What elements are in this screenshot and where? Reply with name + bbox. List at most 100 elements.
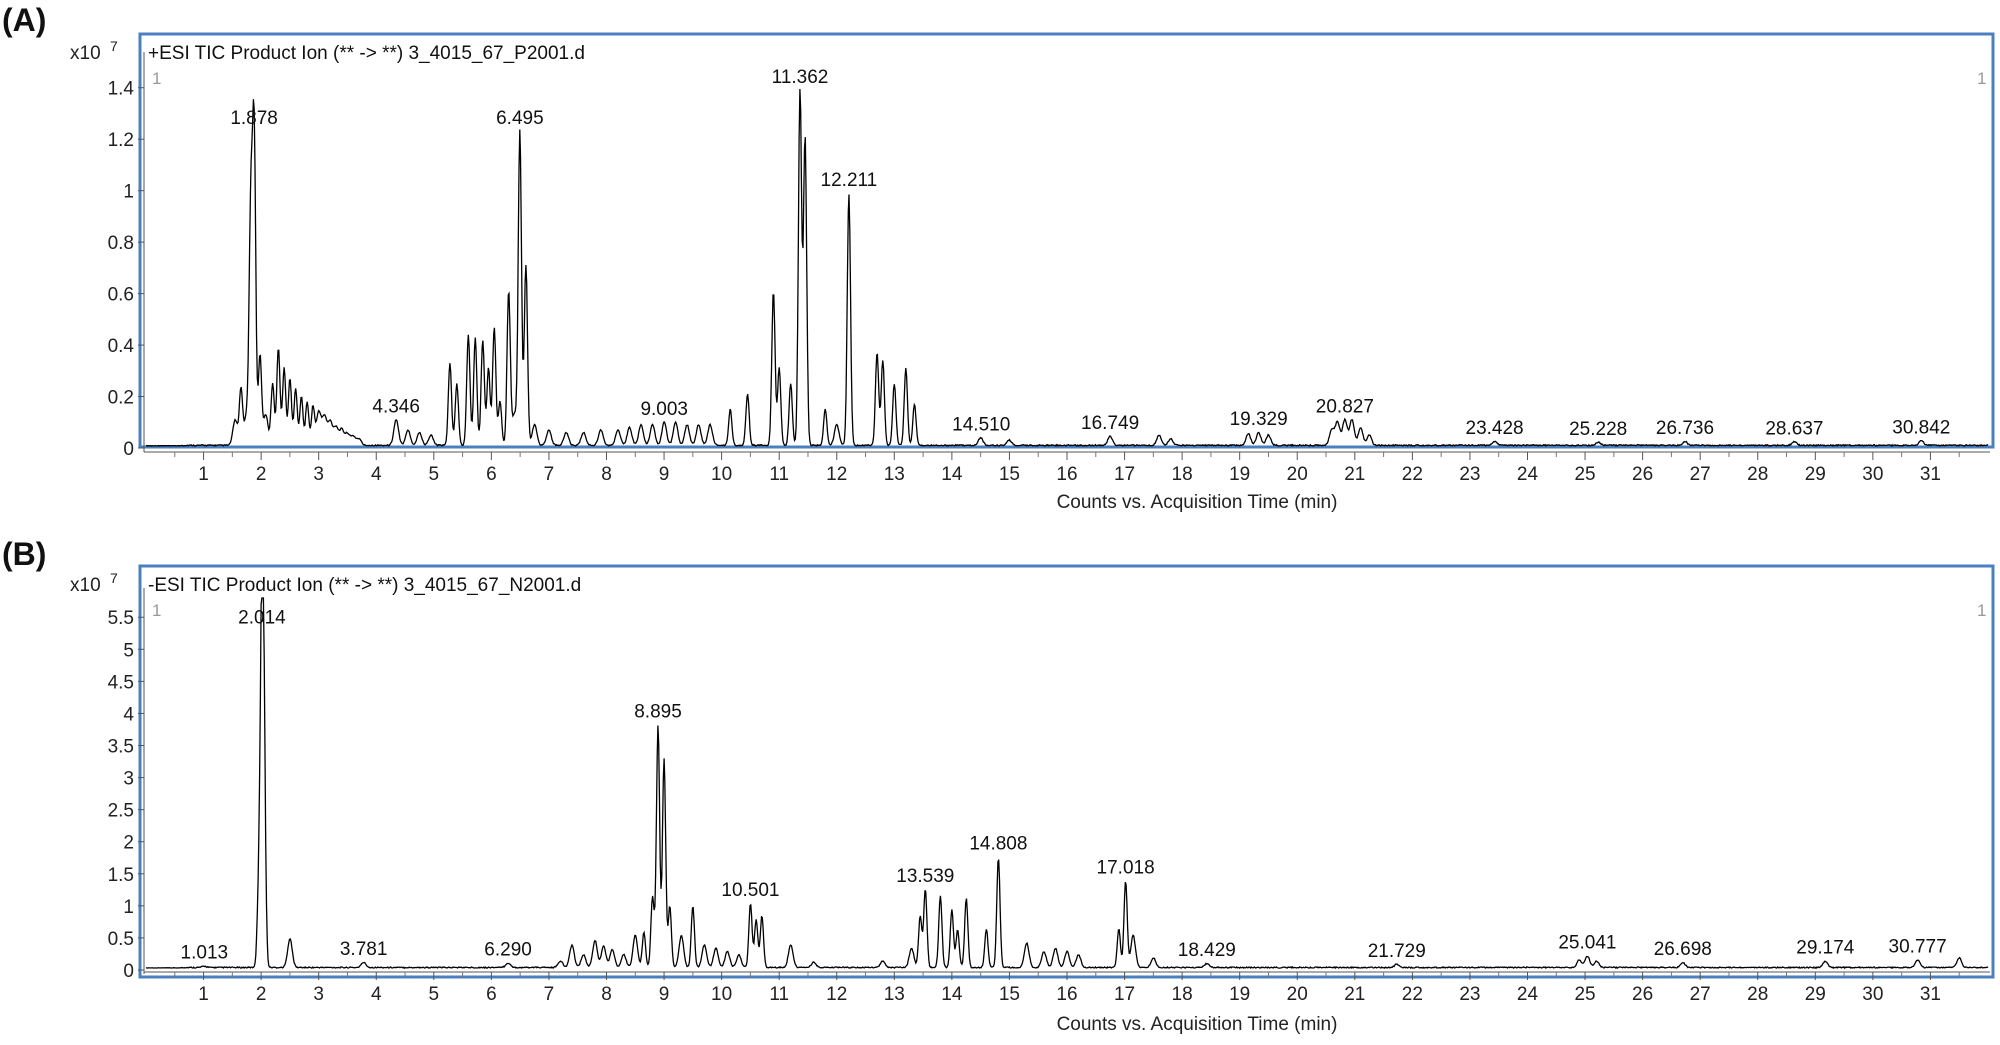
y-multiplier-label: x10 [70, 43, 101, 64]
x-tick-label: 24 [1517, 464, 1539, 485]
x-tick-label: 27 [1690, 984, 1711, 1005]
peak-label: 3.781 [340, 939, 388, 960]
peak-label: 6.290 [484, 940, 532, 961]
x-tick-label: 25 [1574, 984, 1595, 1005]
x-tick-label: 9 [659, 984, 670, 1005]
y-tick-label: 2 [123, 833, 134, 854]
x-tick-label: 29 [1805, 984, 1826, 1005]
x-tick-label: 30 [1862, 464, 1883, 485]
x-tick-label: 20 [1287, 984, 1308, 1005]
x-tick-label: 27 [1690, 464, 1711, 485]
x-tick-label: 28 [1747, 984, 1768, 1005]
peak-label: 20.827 [1316, 396, 1374, 417]
x-tick-label: 13 [884, 984, 905, 1005]
x-tick-label: 25 [1574, 464, 1595, 485]
chart-panel-a: +ESI TIC Product Ion (** -> **) 3_4015_6… [70, 32, 1995, 513]
y-tick-label: 0.5 [108, 929, 134, 950]
x-tick-label: 26 [1632, 984, 1653, 1005]
x-tick-label: 14 [941, 464, 963, 485]
y-tick-label: 0.2 [108, 388, 134, 409]
peak-label: 25.228 [1569, 419, 1627, 440]
plot-frame [138, 564, 1995, 979]
x-tick-label: 20 [1287, 464, 1308, 485]
peak-label: 4.346 [372, 396, 420, 417]
y-tick-label: 1 [123, 182, 134, 203]
peak-label: 9.003 [640, 399, 688, 420]
x-tick-label: 26 [1632, 464, 1653, 485]
x-tick-label: 29 [1805, 464, 1826, 485]
chart-panel-b: -ESI TIC Product Ion (** -> **) 3_4015_6… [70, 564, 1995, 1035]
x-tick-label: 2 [256, 984, 267, 1005]
x-tick-label: 6 [486, 984, 497, 1005]
x-tick-label: 7 [544, 984, 555, 1005]
x-tick-label: 31 [1920, 464, 1941, 485]
peak-label: 1.878 [230, 108, 278, 129]
x-tick-label: 2 [256, 464, 267, 485]
x-tick-label: 19 [1229, 464, 1250, 485]
x-tick-label: 24 [1517, 984, 1539, 1005]
x-tick-label: 3 [313, 464, 324, 485]
panel-a-label: (A) [2, 2, 47, 38]
peak-label: 11.362 [772, 67, 829, 88]
peak-label: 8.895 [634, 702, 682, 723]
x-tick-label: 8 [601, 984, 612, 1005]
x-tick-label: 10 [711, 984, 732, 1005]
x-tick-label: 21 [1344, 984, 1365, 1005]
y-tick-label: 0.6 [108, 285, 134, 306]
x-tick-label: 1 [198, 464, 209, 485]
corner-marker-right: 1 [1977, 601, 1986, 620]
y-multiplier-label: x10 [70, 575, 101, 596]
peak-label: 30.842 [1892, 417, 1950, 438]
x-tick-label: 7 [544, 464, 555, 485]
peak-label: 17.018 [1097, 857, 1155, 878]
y-tick-label: 0 [123, 439, 134, 460]
peak-label: 10.501 [721, 880, 779, 901]
y-tick-label: 1.5 [108, 865, 134, 886]
peak-label: 18.429 [1178, 940, 1236, 961]
x-tick-label: 14 [941, 984, 963, 1005]
tic-trace [145, 88, 1989, 448]
peak-label: 14.510 [952, 414, 1010, 435]
x-tick-label: 18 [1172, 984, 1193, 1005]
x-tick-label: 12 [826, 464, 847, 485]
y-tick-label: 2.5 [108, 801, 134, 822]
x-tick-label: 4 [371, 984, 382, 1005]
y-tick-label: 3.5 [108, 737, 134, 758]
peak-label: 28.637 [1765, 418, 1823, 439]
x-tick-label: 13 [884, 464, 905, 485]
y-tick-label: 5.5 [108, 608, 134, 629]
peak-label: 26.698 [1654, 939, 1712, 960]
x-tick-label: 18 [1172, 464, 1193, 485]
x-tick-label: 3 [313, 984, 324, 1005]
x-tick-label: 21 [1344, 464, 1365, 485]
x-tick-label: 11 [769, 464, 789, 485]
x-tick-label: 16 [1056, 984, 1077, 1005]
y-tick-label: 4.5 [108, 672, 134, 693]
y-tick-label: 5 [123, 640, 134, 661]
y-multiplier-exponent: 7 [110, 570, 118, 586]
peak-label: 30.777 [1889, 936, 1947, 957]
x-tick-label: 6 [486, 464, 497, 485]
peak-label: 16.749 [1081, 413, 1139, 434]
x-tick-label: 23 [1459, 984, 1480, 1005]
x-tick-label: 22 [1402, 464, 1423, 485]
y-tick-label: 1 [123, 897, 134, 918]
tic-trace [145, 597, 1989, 970]
y-tick-label: 0 [123, 961, 134, 982]
peak-label: 6.495 [496, 108, 544, 129]
x-tick-label: 5 [429, 984, 440, 1005]
peak-label: 1.013 [181, 943, 229, 964]
x-tick-label: 4 [371, 464, 382, 485]
x-tick-label: 12 [826, 984, 847, 1005]
x-tick-label: 9 [659, 464, 670, 485]
panel-b-label: (B) [2, 536, 47, 572]
chart-title: -ESI TIC Product Ion (** -> **) 3_4015_6… [148, 575, 581, 596]
x-tick-label: 31 [1920, 984, 1941, 1005]
x-tick-label: 30 [1862, 984, 1883, 1005]
peak-label: 14.808 [969, 834, 1027, 855]
y-tick-label: 1.4 [108, 79, 135, 100]
x-tick-label: 15 [999, 464, 1020, 485]
peak-label: 2.014 [238, 607, 286, 628]
x-tick-label: 22 [1402, 984, 1423, 1005]
